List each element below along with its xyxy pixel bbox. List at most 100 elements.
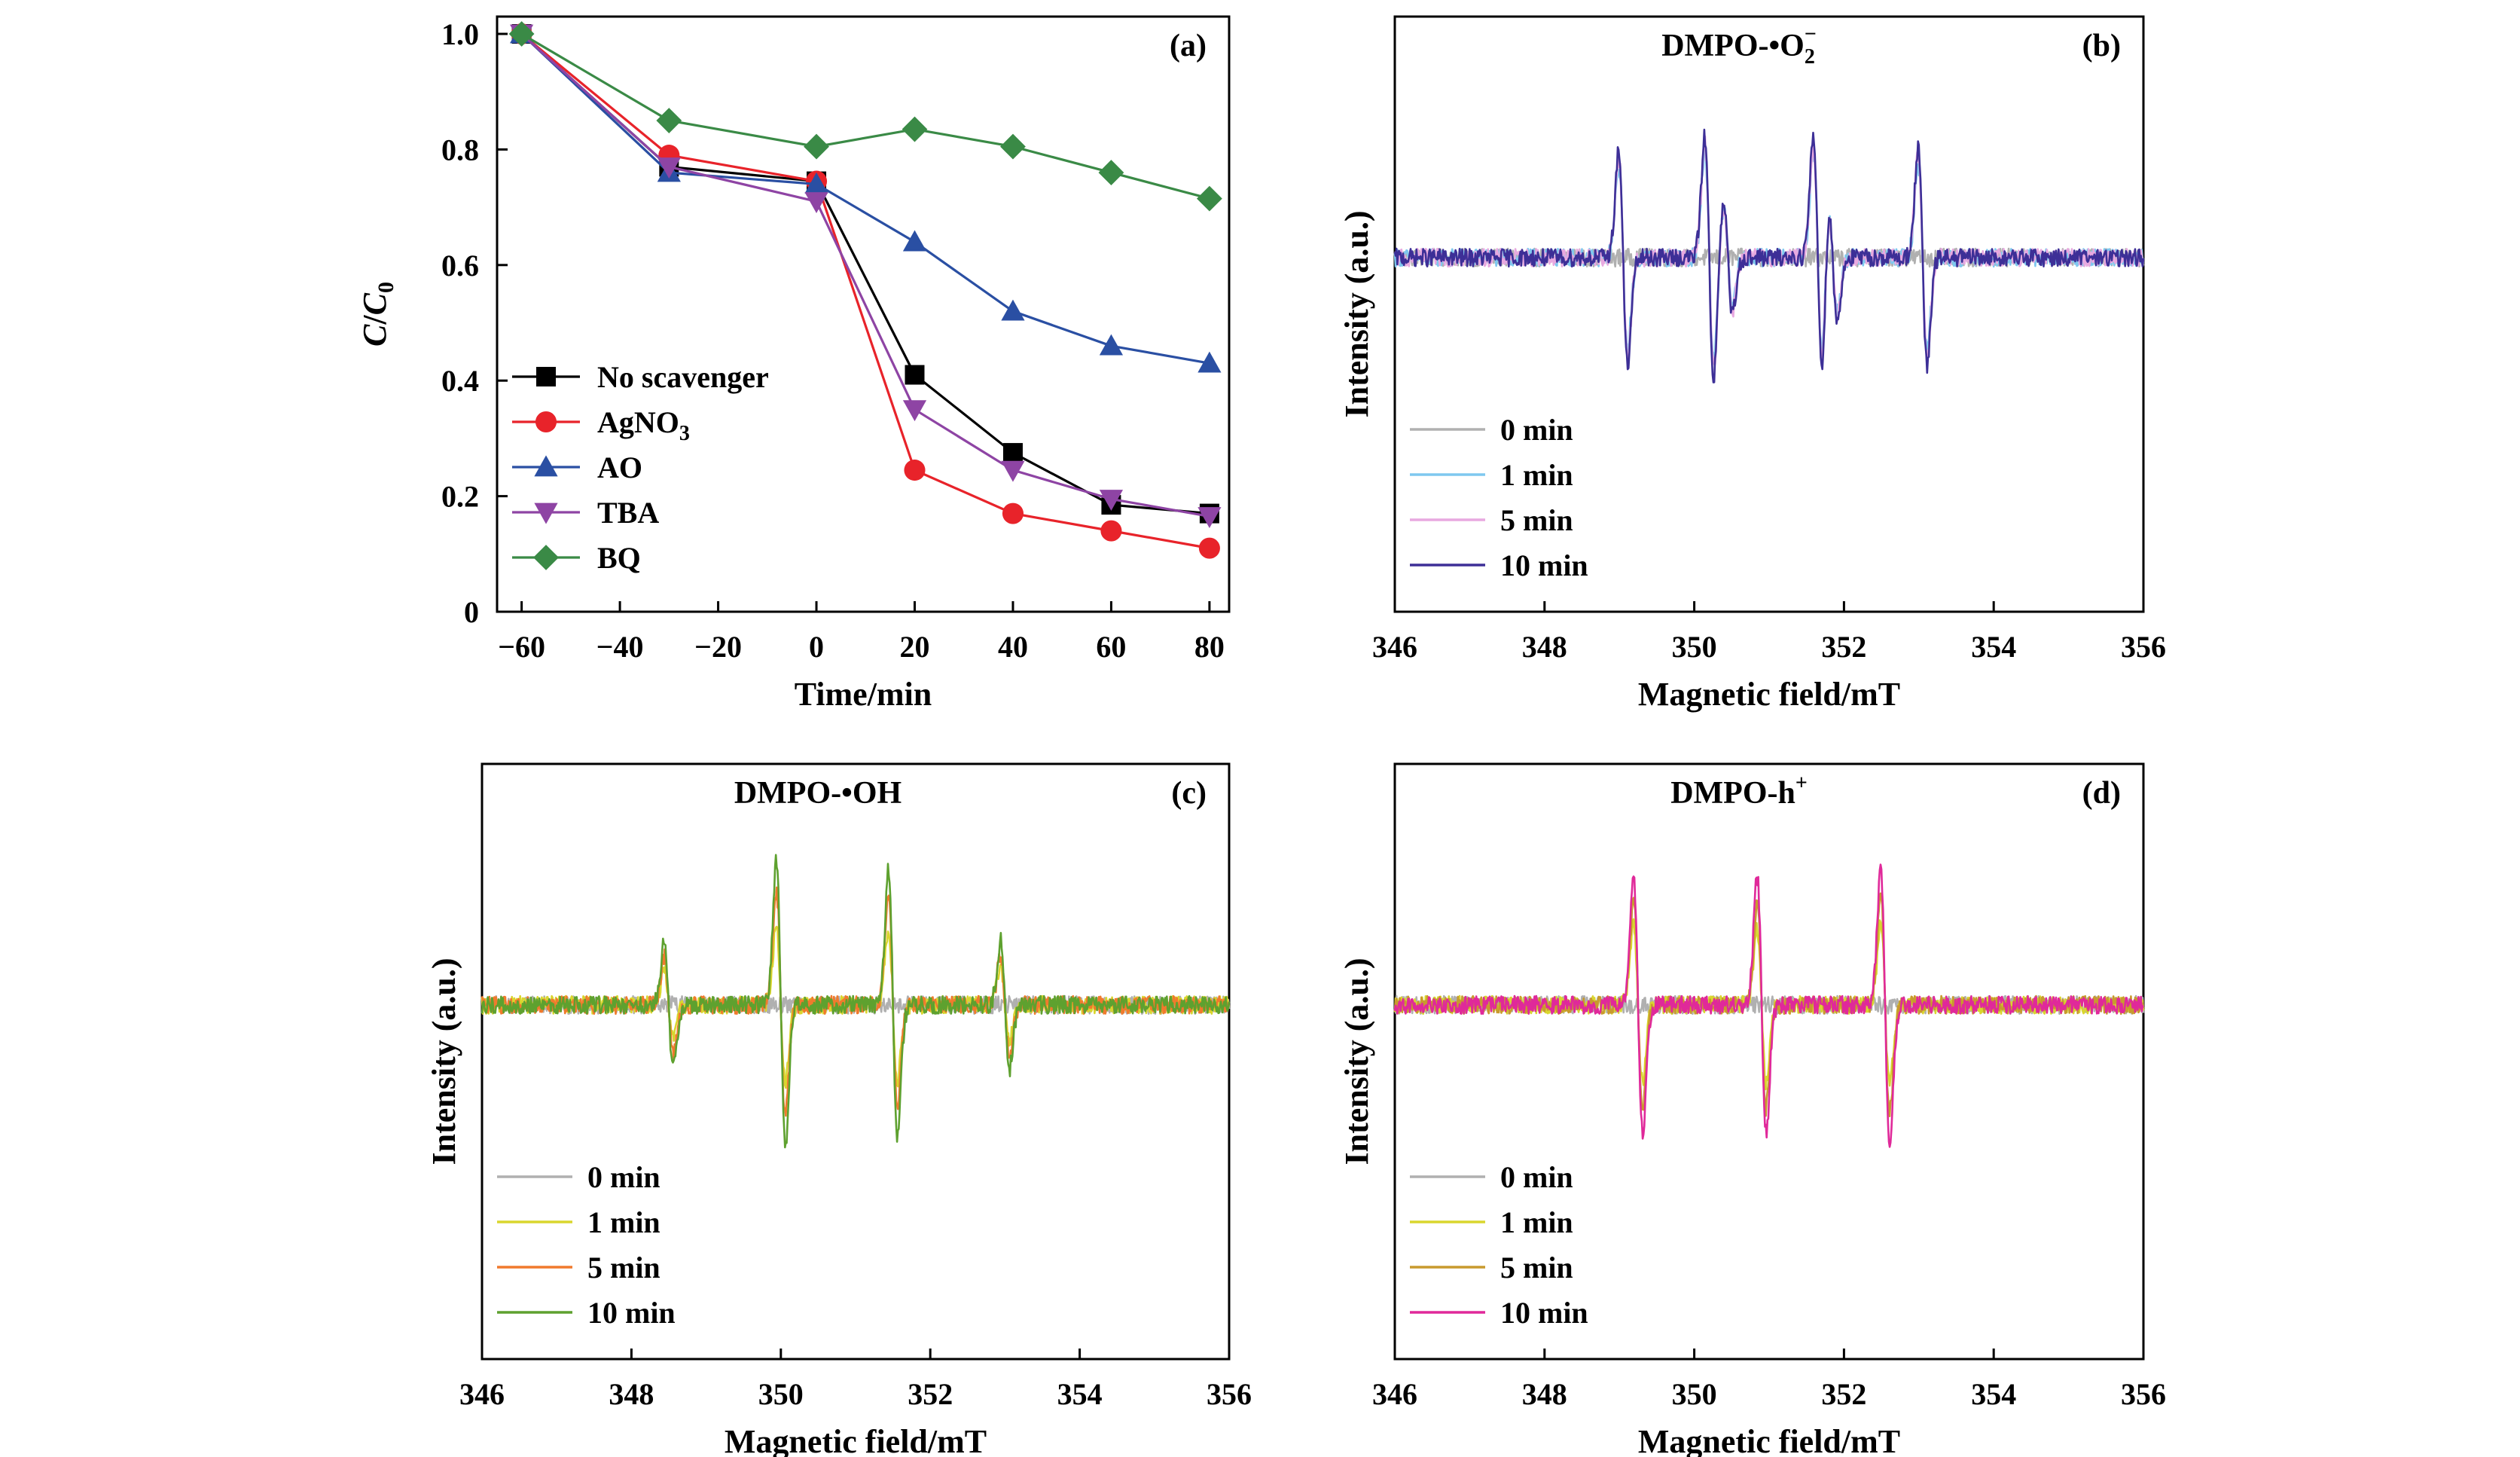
data-point [804,192,828,214]
legend-label: 10 min [587,1296,676,1330]
panel-a: −60 −40 −20 0 20 40 60 80 0 0.2 0.4 0.6 0.8 1.0 Time/m… [356,15,1231,713]
x-tick-label: 348 [609,1377,654,1411]
data-point [1098,160,1124,185]
legend-label: No scavenger [597,360,769,394]
legend-marker [535,411,557,433]
data-point [657,157,681,179]
data-point [1197,507,1222,529]
x-tick-label: 350 [1672,630,1717,664]
x-tick-label: −60 [498,630,545,664]
x-tick-label: 354 [1971,630,2016,664]
y-tick-label: 0.2 [441,480,479,514]
legend-marker [533,545,559,570]
data-point [902,116,928,142]
chart-title: DMPO-h+ [1670,771,1808,811]
panel-label: (d) [2082,776,2121,811]
panel-label: (b) [2082,29,2121,63]
y-tick-label: 0 [464,595,479,629]
series-ao [510,22,1222,373]
data-point [1197,351,1222,373]
y-axis-label: Intensity (a.u.) [1338,958,1375,1165]
spectrum-10-min [1393,128,2145,383]
x-tick-label: 356 [1207,1377,1252,1411]
x-tick-label: 60 [1096,630,1126,664]
legend-label: 0 min [1500,413,1573,447]
legend-label: 1 min [1500,458,1573,492]
series-no-scavenger [511,24,1219,524]
x-tick-label: 352 [1821,1377,1866,1411]
legend-marker [536,367,556,386]
x-tick-label: 354 [1057,1377,1103,1411]
legend-label: 1 min [1500,1205,1573,1239]
legend-label: 5 min [1500,503,1573,537]
data-point [1100,520,1122,542]
data-point [508,21,535,47]
legend: No scavenger AgNO3 AO TBA BQ [512,360,769,575]
plot-frame [1393,15,2145,613]
legend-label: TBA [597,496,659,530]
x-tick-label: 20 [899,630,929,664]
legend-label: 5 min [587,1251,661,1284]
legend-label: 10 min [1500,1296,1588,1330]
data-point [1002,502,1024,524]
series-bq [508,21,1222,212]
x-axis-label: Magnetic field/mT [1638,676,1900,713]
x-tick-label: 356 [2121,630,2166,664]
x-tick-label: 352 [908,1377,953,1411]
x-tick-label: 346 [459,1377,505,1411]
x-tick-label: 352 [1821,630,1866,664]
plot-frame [481,762,1231,1361]
spectrum-10-min [481,854,1231,1149]
x-tick-label: 348 [1522,1377,1567,1411]
legend-label: 5 min [1500,1251,1573,1284]
x-tick-label: −40 [596,630,644,664]
panel-label: (c) [1171,776,1207,811]
y-tick-label: 0.6 [441,249,479,283]
series-line [520,32,1210,515]
spectrum-10-min [1393,863,2144,1148]
x-tick-label: 356 [2121,1377,2166,1411]
panel-c: 346 348 350 352 354 356 Magnetic field/mT (c) In… [426,762,1252,1457]
legend-label: 10 min [1500,548,1588,582]
data-point [1198,537,1220,559]
legend-label: 0 min [587,1160,661,1194]
x-tick-label: 346 [1372,1377,1417,1411]
legend-label: BQ [597,541,641,575]
legend-label: 0 min [1500,1160,1573,1194]
y-tick-label: 0.4 [441,364,479,398]
chart-title: DMPO-•O2− [1661,23,1817,69]
x-tick-label: 350 [758,1377,804,1411]
data-point [1197,185,1222,212]
x-axis-label: Magnetic field/mT [1638,1423,1900,1457]
x-tick-label: 348 [1522,630,1567,664]
plot-frame [1393,762,2145,1361]
data-point [1099,490,1124,512]
x-tick-label: 80 [1194,630,1225,664]
data-point [905,365,925,385]
x-tick-label: 350 [1672,1377,1717,1411]
legend-label: AgNO3 [597,405,690,445]
x-tick-label: 40 [998,630,1028,664]
panel-b: 346 348 350 352 354 356 Magnetic field/mT (b) In… [1338,15,2166,713]
panel-d: 346 348 350 352 354 356 Magnetic field/mT (d) In… [1338,762,2166,1457]
data-point [804,133,829,160]
legend-label: 1 min [587,1205,661,1239]
legend-marker [534,455,558,477]
y-tick-label: 0.8 [441,133,479,166]
legend: 0 min 1 min 5 min 10 min [497,1160,676,1330]
data-point [1001,299,1025,321]
y-tick-label: 1.0 [441,17,479,51]
data-point [902,230,927,252]
data-point [656,108,682,133]
x-tick-label: −20 [694,630,742,664]
legend-label: AO [597,451,642,484]
data-point [1001,460,1025,482]
x-axis-label: Magnetic field/mT [725,1423,987,1457]
legend-marker [534,502,558,524]
series-line [520,32,1210,365]
x-tick-label: 0 [809,630,824,664]
data-point [902,400,927,422]
x-axis-label: Time/min [795,676,932,713]
chart-title: DMPO-•OH [734,776,902,811]
